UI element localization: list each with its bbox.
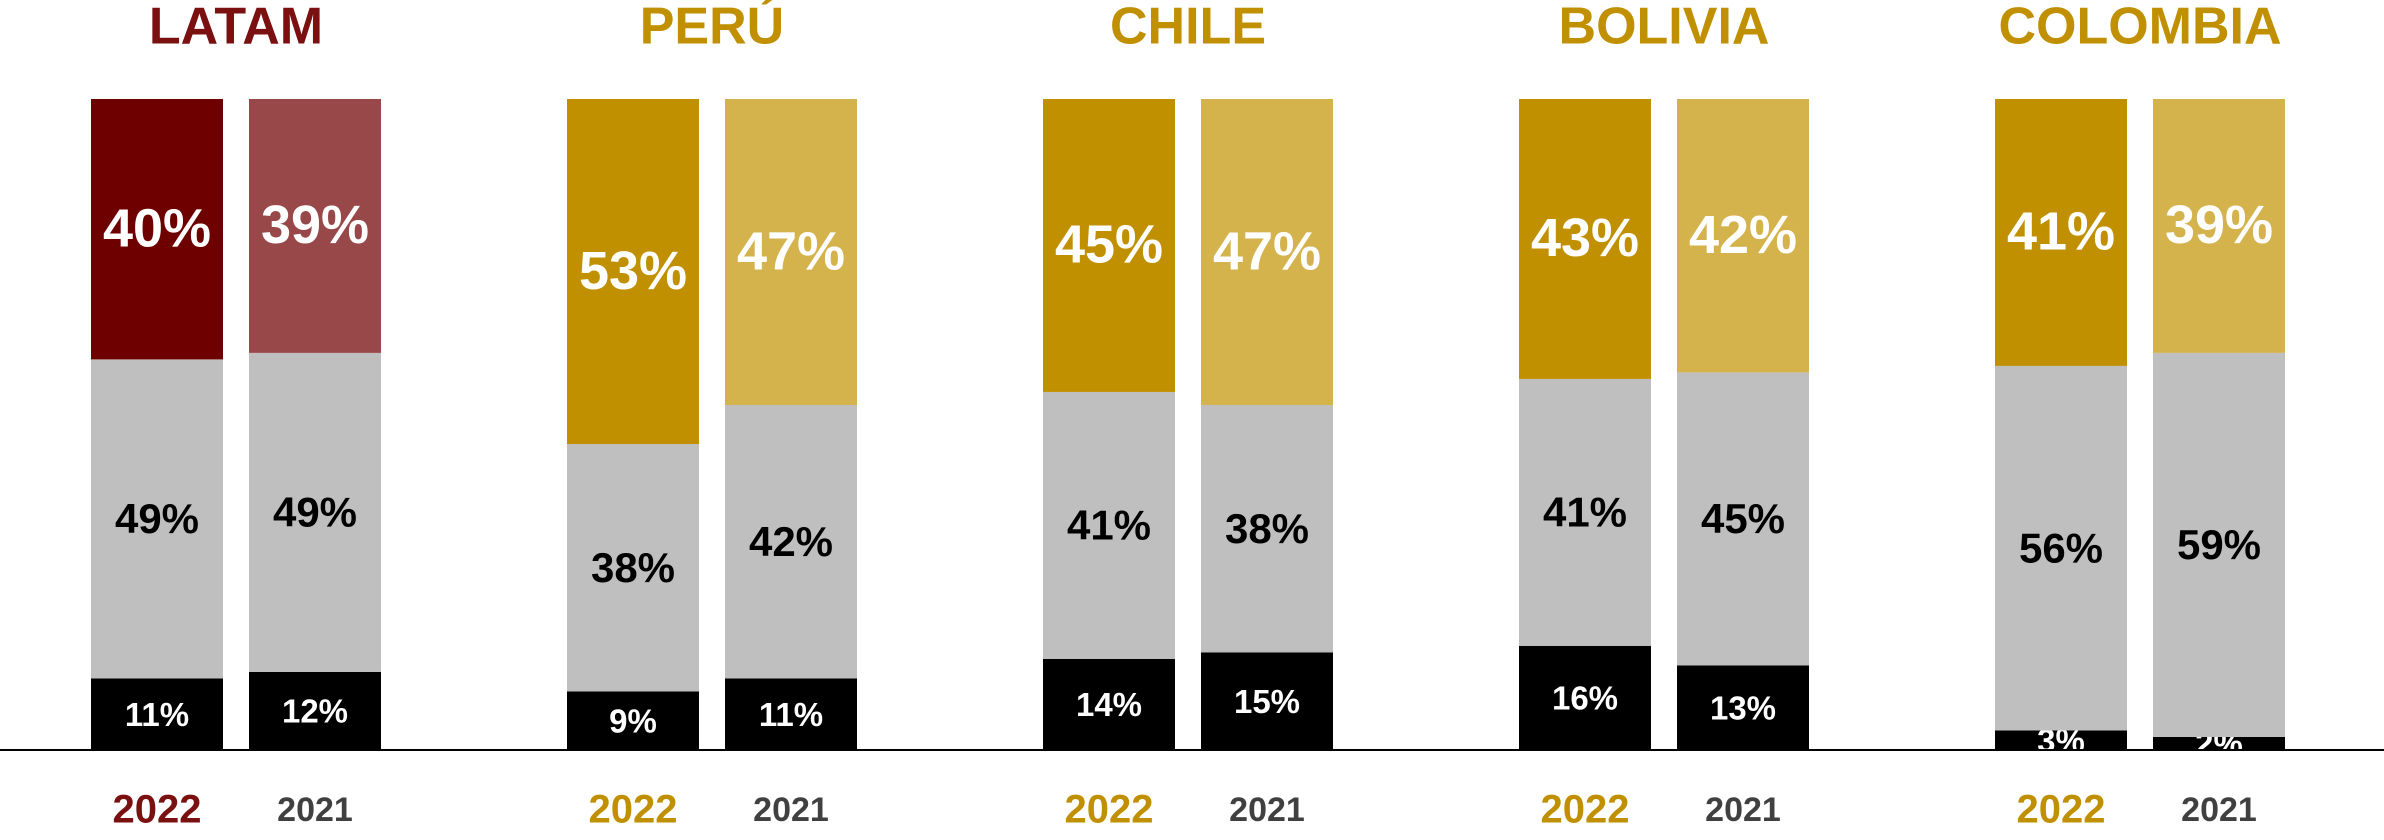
value-label: 49% bbox=[273, 488, 357, 535]
value-label: 12% bbox=[282, 693, 348, 730]
value-label: 13% bbox=[1710, 689, 1776, 726]
bar-segment bbox=[567, 444, 699, 692]
value-label: 9% bbox=[609, 702, 657, 739]
bar-segment bbox=[1995, 365, 2127, 731]
x-tick-label: 2021 bbox=[753, 791, 829, 829]
value-label: 41% bbox=[1543, 488, 1627, 535]
bar-segment bbox=[91, 678, 223, 750]
bar-segment bbox=[1201, 652, 1333, 750]
group-title: CHILE bbox=[1110, 0, 1266, 56]
bar-segment bbox=[249, 671, 381, 750]
bar-group: CHILE 14% 41% 45% 2022 15% 38% 47% 2021 bbox=[1043, 0, 1333, 832]
bar-segment bbox=[249, 352, 381, 672]
value-label: 39% bbox=[261, 195, 369, 255]
value-label: 38% bbox=[591, 544, 675, 591]
value-label: 42% bbox=[749, 518, 833, 565]
group-title: BOLIVIA bbox=[1559, 0, 1770, 56]
bar-segment bbox=[1995, 730, 2127, 750]
value-label: 38% bbox=[1225, 505, 1309, 552]
bar-group: BOLIVIA 16% 41% 43% 2022 13% 45% 42% 2021 bbox=[1519, 0, 1809, 832]
bar-segment bbox=[1677, 99, 1809, 373]
value-label: 41% bbox=[1067, 501, 1151, 548]
bar-group: LATAM 11% 49% 40% 2022 12% 49% 39% 2021 bbox=[91, 0, 381, 832]
group-title: LATAM bbox=[149, 0, 323, 56]
value-label: 40% bbox=[103, 198, 211, 258]
value-label: 47% bbox=[737, 221, 845, 281]
bar-segment bbox=[1201, 99, 1333, 405]
value-label: 56% bbox=[2019, 524, 2103, 571]
bar-segment bbox=[1677, 665, 1809, 750]
group-title: PERÚ bbox=[640, 0, 784, 56]
bar-segment bbox=[725, 678, 857, 750]
value-label: 14% bbox=[1076, 686, 1142, 723]
bar-segment bbox=[2153, 99, 2285, 353]
bar-segment bbox=[91, 99, 223, 360]
bar-segment bbox=[725, 404, 857, 679]
value-label: 42% bbox=[1689, 205, 1797, 265]
bar-segment bbox=[1995, 99, 2127, 366]
bar-segment bbox=[567, 99, 699, 445]
x-tick-label: 2021 bbox=[277, 791, 353, 829]
bar-segment bbox=[2153, 736, 2285, 750]
bar-segment bbox=[1519, 378, 1651, 646]
value-label: 45% bbox=[1055, 215, 1163, 275]
value-label: 43% bbox=[1531, 208, 1639, 268]
x-tick-label: 2022 bbox=[589, 788, 678, 832]
value-label: 45% bbox=[1701, 495, 1785, 542]
value-label: 53% bbox=[579, 241, 687, 301]
bar-segment bbox=[1043, 99, 1175, 392]
x-tick-label: 2021 bbox=[2181, 791, 2257, 829]
bar-segment bbox=[1043, 391, 1175, 659]
x-tick-label: 2022 bbox=[1541, 788, 1630, 832]
x-tick-label: 2022 bbox=[2017, 788, 2106, 832]
bar-segment bbox=[91, 359, 223, 679]
value-label: 39% bbox=[2165, 195, 2273, 255]
value-label: 59% bbox=[2177, 521, 2261, 568]
x-tick-label: 2021 bbox=[1229, 791, 1305, 829]
x-tick-label: 2022 bbox=[113, 788, 202, 832]
value-label: 16% bbox=[1552, 680, 1618, 717]
value-label: 41% bbox=[2007, 202, 2115, 262]
value-label: 15% bbox=[1234, 683, 1300, 720]
value-label: 11% bbox=[759, 696, 823, 733]
bar-segment bbox=[1677, 372, 1809, 666]
value-label: 47% bbox=[1213, 221, 1321, 281]
bar-segment bbox=[567, 691, 699, 750]
bar-segment bbox=[1201, 404, 1333, 653]
group-title: COLOMBIA bbox=[1998, 0, 2281, 56]
bar-segment bbox=[1043, 658, 1175, 750]
value-label: 11% bbox=[125, 696, 189, 733]
bar-segment bbox=[1519, 99, 1651, 379]
value-label: 49% bbox=[115, 495, 199, 542]
bar-segment bbox=[725, 99, 857, 405]
x-tick-label: 2022 bbox=[1065, 788, 1154, 832]
x-tick-label: 2021 bbox=[1705, 791, 1781, 829]
bar-segment bbox=[249, 99, 381, 353]
bar-group: PERÚ 9% 38% 53% 2022 11% 42% 47% 2021 bbox=[567, 0, 857, 832]
bar-segment bbox=[2153, 352, 2285, 737]
bar-segment bbox=[1519, 645, 1651, 750]
